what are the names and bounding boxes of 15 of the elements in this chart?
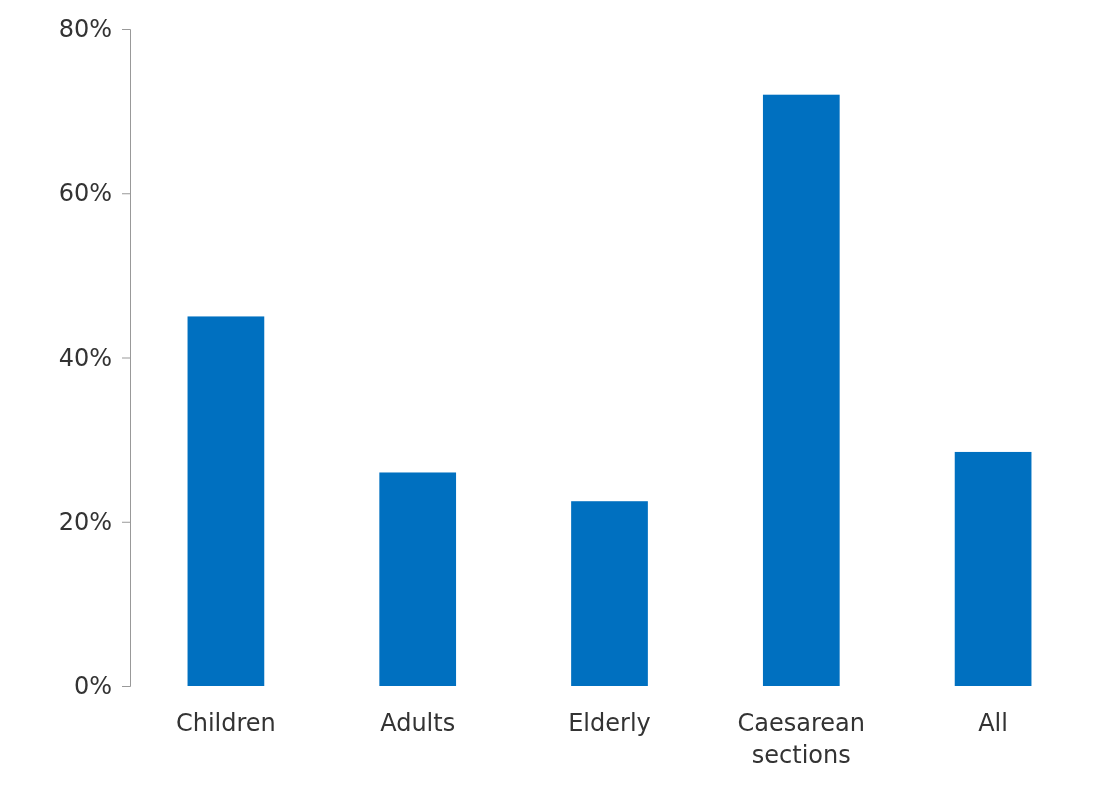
y-tick-label: 60% [58, 179, 112, 208]
bar [379, 472, 457, 686]
bar [187, 316, 265, 686]
y-tick-label: 80% [58, 15, 112, 44]
x-tick-label: Caesarean sections [737, 709, 866, 769]
bar [571, 501, 648, 686]
x-tick-label: Elderly [568, 709, 651, 737]
bar [954, 451, 1032, 686]
y-tick-label: 20% [58, 507, 112, 536]
x-tick-label: Children [175, 709, 276, 737]
bar [762, 94, 840, 686]
x-tick-label: Adults [380, 709, 456, 737]
y-tick-label: 0% [73, 672, 112, 701]
x-tick-label: All [978, 709, 1008, 737]
y-tick-label: 40% [58, 343, 112, 372]
